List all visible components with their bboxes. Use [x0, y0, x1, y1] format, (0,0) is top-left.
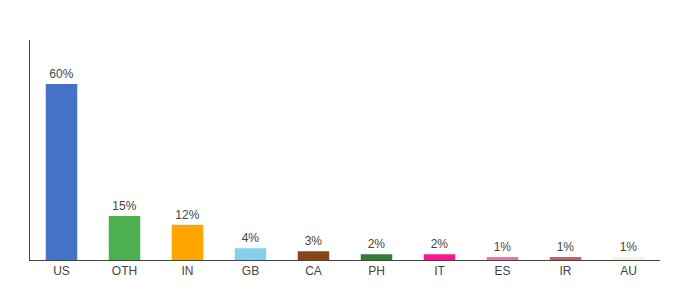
svg-text:3%: 3%: [305, 234, 323, 248]
svg-text:PH: PH: [368, 264, 385, 278]
svg-text:CA: CA: [305, 264, 322, 278]
svg-text:US: US: [53, 264, 70, 278]
svg-text:2%: 2%: [431, 237, 449, 251]
svg-text:GB: GB: [242, 264, 259, 278]
svg-text:IR: IR: [560, 264, 572, 278]
svg-text:1%: 1%: [494, 240, 512, 254]
svg-text:15%: 15%: [112, 199, 136, 213]
svg-text:4%: 4%: [242, 231, 260, 245]
svg-text:60%: 60%: [49, 67, 73, 81]
svg-text:ES: ES: [494, 264, 510, 278]
svg-text:1%: 1%: [620, 240, 638, 254]
svg-text:IN: IN: [182, 264, 194, 278]
svg-text:2%: 2%: [368, 237, 386, 251]
svg-text:OTH: OTH: [112, 264, 137, 278]
svg-text:AU: AU: [620, 264, 637, 278]
svg-text:12%: 12%: [175, 208, 199, 222]
svg-text:1%: 1%: [557, 240, 575, 254]
svg-text:IT: IT: [434, 264, 445, 278]
